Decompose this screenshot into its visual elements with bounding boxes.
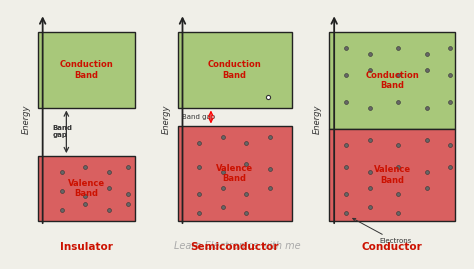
Text: Energy: Energy [22, 105, 30, 134]
Text: Valence
Band: Valence Band [374, 165, 411, 185]
Text: Insulator: Insulator [60, 242, 113, 253]
Bar [38, 32, 135, 108]
Text: Conductor: Conductor [362, 242, 423, 253]
Text: Band
gap: Band gap [52, 125, 72, 138]
Text: Energy: Energy [313, 105, 322, 134]
Bar [38, 156, 135, 221]
Text: Valence
Band: Valence Band [216, 164, 253, 183]
Text: Conduction
Band: Conduction Band [60, 60, 113, 80]
Text: Energy: Energy [162, 105, 170, 134]
Text: Semiconductor: Semiconductor [191, 242, 279, 253]
Text: Band gap: Band gap [182, 114, 216, 120]
Bar [329, 32, 455, 129]
Text: Valence
Band: Valence Band [68, 179, 105, 198]
Text: Conduction
Band: Conduction Band [208, 60, 262, 80]
Text: Conduction
Band: Conduction Band [365, 71, 419, 90]
Text: Electrons: Electrons [353, 218, 411, 245]
Bar [178, 126, 292, 221]
Bar [329, 129, 455, 221]
Bar [178, 32, 292, 108]
Text: Learn Electronics with me: Learn Electronics with me [173, 241, 301, 251]
